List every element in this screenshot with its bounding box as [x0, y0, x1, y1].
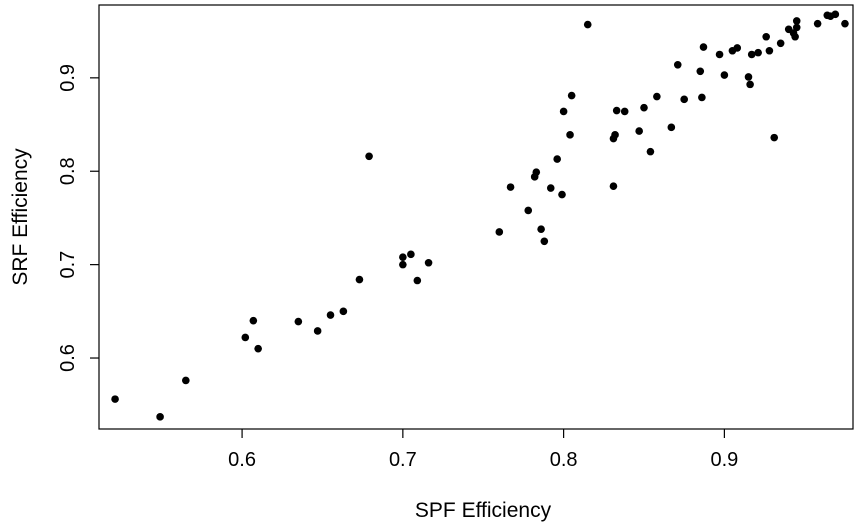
- data-point: [831, 10, 840, 19]
- data-point: [567, 91, 576, 100]
- data-point: [754, 48, 762, 57]
- data-point: [365, 152, 373, 161]
- data-point: [673, 60, 682, 69]
- data-point: [762, 32, 770, 41]
- data-point: [792, 23, 801, 32]
- data-point: [524, 206, 533, 215]
- data-point: [532, 168, 541, 176]
- data-point: [413, 276, 422, 285]
- data-point: [813, 19, 822, 28]
- data-point: [667, 123, 676, 132]
- y-axis-title: SRF Efficiency: [9, 148, 32, 286]
- data-point: [635, 127, 643, 135]
- data-point: [640, 103, 648, 112]
- data-point: [653, 92, 661, 101]
- data-point: [699, 43, 708, 51]
- y-tick-label: 0.6: [57, 344, 79, 372]
- y-tick-label: 0.9: [57, 64, 79, 92]
- data-point: [254, 344, 262, 353]
- data-point: [609, 182, 618, 190]
- data-point: [546, 184, 555, 192]
- data-point: [111, 395, 119, 403]
- data-point: [620, 107, 629, 116]
- x-axis: 0.6 0.7 0.8 0.9: [228, 429, 738, 471]
- data-point: [182, 376, 190, 385]
- data-point: [558, 190, 566, 199]
- data-point: [294, 317, 303, 326]
- data-point: [566, 131, 574, 139]
- data-point: [841, 19, 849, 28]
- x-tick-label: 0.8: [550, 449, 578, 471]
- data-point: [559, 107, 568, 116]
- data-point: [792, 17, 801, 25]
- data-point: [744, 73, 753, 81]
- y-tick-label: 0.8: [57, 157, 79, 185]
- data-point: [611, 131, 619, 139]
- data-point: [791, 32, 799, 41]
- data-point: [765, 46, 774, 55]
- data-point: [553, 155, 561, 163]
- plot-frame: [98, 4, 854, 430]
- data-point: [424, 258, 433, 267]
- data-point: [715, 50, 724, 59]
- data-point: [399, 253, 407, 261]
- data-point: [696, 67, 705, 76]
- x-tick-label: 0.9: [710, 449, 738, 471]
- data-point: [747, 50, 756, 59]
- data-point: [612, 106, 621, 115]
- data-point: [339, 307, 348, 316]
- data-point: [646, 147, 655, 156]
- data-point: [249, 316, 258, 325]
- x-tick-label: 0.6: [228, 449, 256, 471]
- x-tick-label: 0.7: [389, 449, 417, 471]
- data-point: [399, 260, 407, 269]
- data-point: [156, 413, 164, 421]
- x-axis-title: SPF Efficiency: [415, 499, 552, 522]
- data-point: [506, 183, 515, 191]
- data-point: [241, 333, 250, 342]
- data-point: [746, 80, 754, 89]
- data-point: [326, 311, 335, 319]
- data-point: [540, 237, 549, 246]
- data-point: [733, 44, 742, 52]
- data-point: [720, 71, 729, 79]
- y-axis: 0.6 0.7 0.8 0.9: [57, 64, 99, 372]
- data-points: [111, 10, 849, 421]
- data-point: [680, 95, 688, 104]
- data-point: [355, 275, 364, 284]
- data-point: [495, 228, 504, 236]
- data-point: [407, 250, 415, 259]
- data-point: [698, 93, 706, 102]
- data-point: [313, 327, 322, 335]
- y-tick-label: 0.7: [57, 251, 79, 279]
- data-point: [770, 133, 779, 142]
- data-point: [776, 39, 785, 48]
- data-point: [537, 225, 545, 233]
- data-point: [583, 20, 592, 29]
